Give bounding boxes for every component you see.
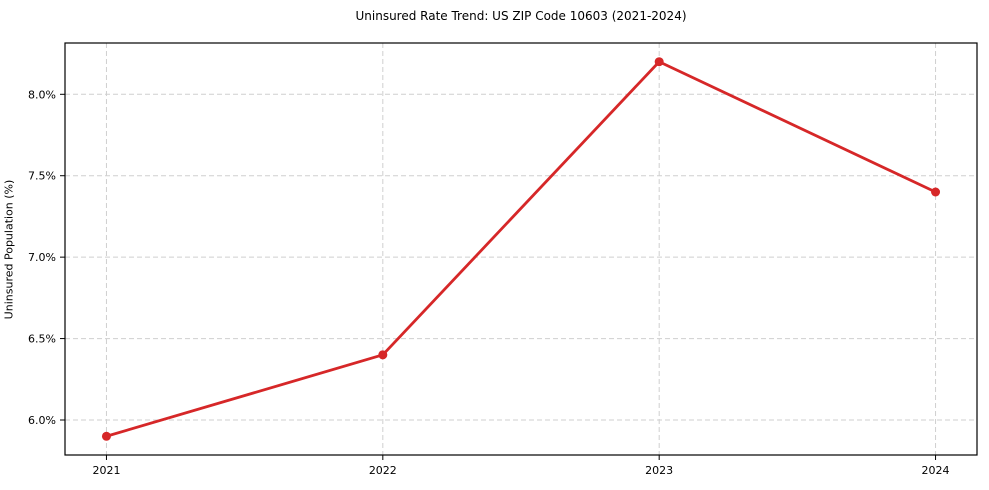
x-tick-label: 2022 [369,464,397,477]
y-tick-label: 6.5% [28,333,56,346]
y-tick-label: 7.5% [28,170,56,183]
plot-frame [64,42,978,456]
y-axis-label: Uninsured Population (%) [2,179,16,320]
data-point [931,187,941,197]
y-tick-label: 8.0% [28,88,56,101]
data-point [654,57,664,67]
data-point [101,431,111,441]
x-tick-label: 2024 [922,464,950,477]
data-line [105,60,937,438]
y-tick-label: 6.0% [28,414,56,427]
x-tick-label: 2023 [645,464,673,477]
chart-title: Uninsured Rate Trend: US ZIP Code 10603 … [355,9,687,23]
y-tick-label: 7.0% [28,251,56,264]
x-tick-label: 2021 [92,464,120,477]
data-point [378,350,388,360]
